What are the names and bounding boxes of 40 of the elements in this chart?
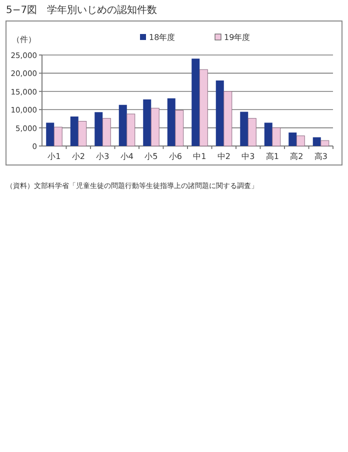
x-tick-label: 小5	[144, 152, 158, 161]
bar	[192, 58, 200, 146]
bar	[150, 108, 160, 146]
bar	[54, 126, 62, 146]
bar	[312, 137, 321, 146]
legend-label: 19年度	[224, 33, 250, 42]
bar	[175, 110, 184, 146]
bar	[320, 140, 330, 146]
bar	[248, 118, 256, 146]
bar	[78, 121, 87, 146]
bar	[102, 118, 111, 146]
chart-title: 5−7図 学年別いじめの認知件数	[6, 4, 158, 16]
x-tick-label: 小6	[168, 152, 182, 161]
x-tick-label: 小3	[96, 152, 110, 161]
bar	[199, 69, 208, 146]
legend-label: 18年度	[149, 33, 176, 42]
x-tick-label: 中3	[242, 152, 255, 161]
bar	[216, 80, 224, 146]
bar	[126, 114, 136, 146]
x-tick-label: 小2	[72, 152, 85, 161]
bar	[288, 132, 297, 146]
bar	[272, 128, 281, 146]
x-tick-label: 小4	[120, 152, 134, 161]
x-tick-label: 中2	[217, 152, 230, 161]
bar	[118, 104, 127, 146]
bar	[70, 116, 78, 146]
x-tick-label: 高3	[314, 152, 328, 161]
bar	[46, 122, 54, 146]
y-axis-title: （件）	[12, 35, 36, 44]
bar	[224, 91, 232, 146]
bar	[240, 112, 248, 146]
x-tick-label: 高1	[266, 152, 279, 161]
bar	[94, 112, 103, 146]
bar	[167, 98, 176, 146]
bar	[296, 136, 305, 146]
bar	[143, 99, 152, 146]
x-tick-label: 小1	[48, 152, 61, 161]
x-tick-label: 中1	[193, 152, 206, 161]
x-tick-label: 高2	[290, 152, 304, 161]
bar	[264, 122, 272, 146]
